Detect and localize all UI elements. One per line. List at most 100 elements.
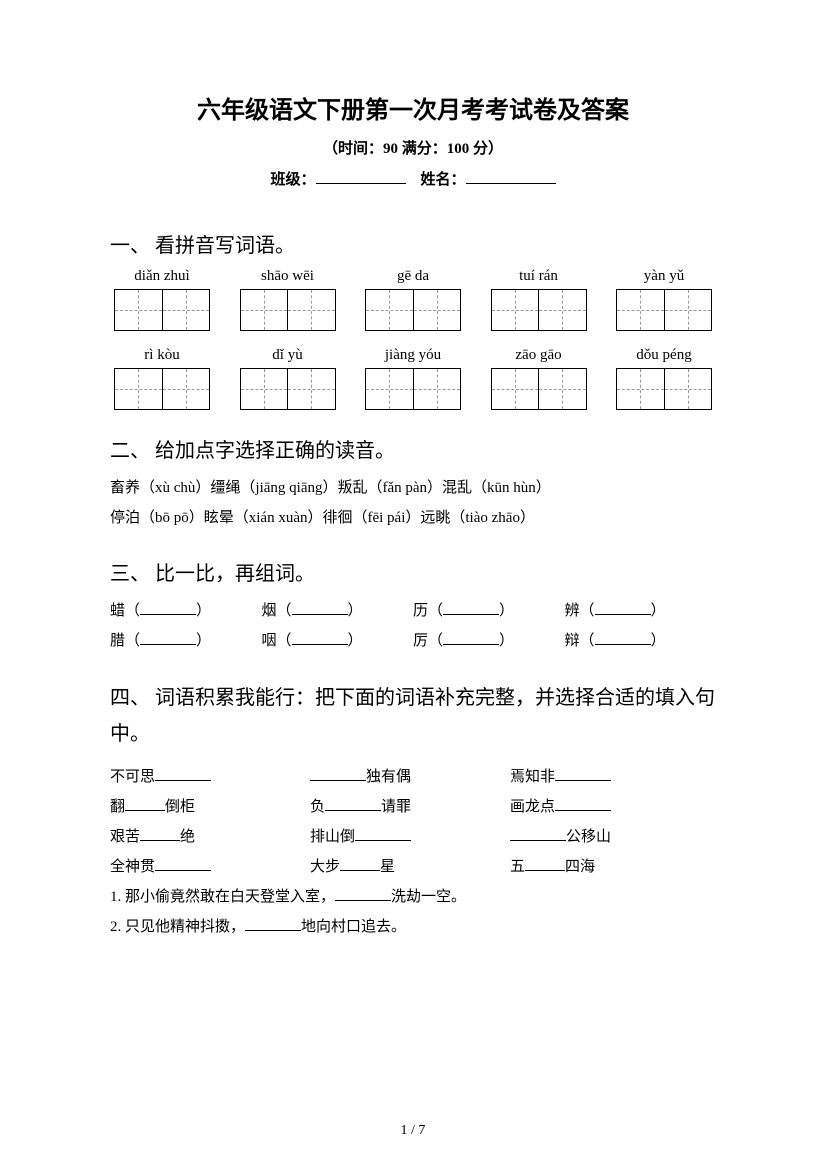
document-title: 六年级语文下册第一次月考考试卷及答案 xyxy=(110,90,716,125)
fill-blank[interactable] xyxy=(340,857,380,871)
section4-q2: 2. 只见他精神抖擞， 地向村口追去。 xyxy=(110,912,716,942)
pinyin-row-2: rì kòu dǐ yù jiàng yóu zāo gāo dǒu péng xyxy=(110,347,716,364)
word-part: 艰苦 xyxy=(110,829,140,845)
word-char: ） xyxy=(348,603,363,619)
question-text: 地向村口追去。 xyxy=(301,919,406,935)
fill-blank[interactable] xyxy=(595,631,651,645)
fill-blank[interactable] xyxy=(125,797,165,811)
fill-blank[interactable] xyxy=(443,631,499,645)
fill-blank[interactable] xyxy=(292,631,348,645)
word-part: 请罪 xyxy=(381,799,411,815)
pinyin-label: rì kòu xyxy=(114,347,210,364)
pinyin-label: zāo gāo xyxy=(491,347,587,364)
section3-row1: 蜡（ ） 烟（ ） 历（ ） 辨（ ） xyxy=(110,596,716,626)
question-text: 洗劫一空。 xyxy=(391,889,466,905)
name-blank[interactable] xyxy=(466,168,556,184)
answer-box[interactable] xyxy=(365,368,461,410)
fill-blank[interactable] xyxy=(555,767,611,781)
fill-blank[interactable] xyxy=(155,767,211,781)
fill-blank[interactable] xyxy=(140,827,180,841)
fill-blank[interactable] xyxy=(510,827,566,841)
word-char: 辨（ xyxy=(565,603,595,619)
pinyin-label: dǐ yù xyxy=(240,347,336,364)
word-part: 负 xyxy=(310,799,325,815)
word-part: 大步 xyxy=(310,859,340,875)
answer-box[interactable] xyxy=(616,368,712,410)
fill-blank[interactable] xyxy=(140,601,196,615)
section4-heading: 四、 词语积累我能行：把下面的词语补充完整，并选择合适的填入句中。 xyxy=(110,680,716,752)
fill-blank[interactable] xyxy=(335,887,391,901)
answer-box-row-2 xyxy=(110,368,716,410)
question-text: 1. 那小偷竟然敢在白天登堂入室， xyxy=(110,889,335,905)
answer-box[interactable] xyxy=(491,289,587,331)
word-char: ） xyxy=(499,603,514,619)
pinyin-label: tuí rán xyxy=(491,268,587,285)
document-subtitle: （时间：90 满分：100 分） xyxy=(110,137,716,158)
answer-box[interactable] xyxy=(114,289,210,331)
fill-blank[interactable] xyxy=(155,857,211,871)
answer-box-row-1 xyxy=(110,289,716,331)
word-part: 倒柜 xyxy=(165,799,195,815)
word-part: 绝 xyxy=(180,829,195,845)
fill-blank[interactable] xyxy=(325,797,381,811)
answer-box[interactable] xyxy=(365,289,461,331)
word-char: 咽（ xyxy=(262,633,292,649)
word-char: 历（ xyxy=(413,603,443,619)
fill-blank[interactable] xyxy=(443,601,499,615)
word-char: ） xyxy=(196,633,211,649)
pinyin-label: yàn yǔ xyxy=(616,268,712,285)
word-char: ） xyxy=(196,603,211,619)
answer-box[interactable] xyxy=(616,289,712,331)
word-char: 蜡（ xyxy=(110,603,140,619)
fill-blank[interactable] xyxy=(555,797,611,811)
word-char: 腊（ xyxy=(110,633,140,649)
fill-blank[interactable] xyxy=(595,601,651,615)
pinyin-row-1: diǎn zhuì shāo wēi gē da tuí rán yàn yǔ xyxy=(110,268,716,285)
word-char: ） xyxy=(499,633,514,649)
answer-box[interactable] xyxy=(114,368,210,410)
answer-box[interactable] xyxy=(491,368,587,410)
word-char: ） xyxy=(348,633,363,649)
student-info-line: 班级： 姓名： xyxy=(110,168,716,189)
page-number: 1 / 7 xyxy=(0,1123,826,1139)
section3-row2: 腊（ ） 咽（ ） 厉（ ） 辩（ ） xyxy=(110,626,716,656)
word-part: 焉知非 xyxy=(510,769,555,785)
answer-box[interactable] xyxy=(240,368,336,410)
section2-line2: 停泊（bō pō）眩晕（xián xuàn）徘徊（fēi pái）远眺（tiào… xyxy=(110,503,716,533)
fill-blank[interactable] xyxy=(355,827,411,841)
word-char: ） xyxy=(651,633,666,649)
fill-blank[interactable] xyxy=(140,631,196,645)
section4-row2: 翻倒柜 负请罪 画龙点 xyxy=(110,792,716,822)
name-label: 姓名： xyxy=(421,172,466,188)
word-part: 不可思 xyxy=(110,769,155,785)
section4-row1: 不可思 独有偶 焉知非 xyxy=(110,762,716,792)
word-char: 厉（ xyxy=(413,633,443,649)
word-part: 排山倒 xyxy=(310,829,355,845)
word-char: 烟（ xyxy=(262,603,292,619)
word-char: 辩（ xyxy=(565,633,595,649)
section4-q1: 1. 那小偷竟然敢在白天登堂入室， 洗劫一空。 xyxy=(110,882,716,912)
section1-heading: 一、 看拼音写词语。 xyxy=(110,229,716,258)
class-blank[interactable] xyxy=(316,168,406,184)
pinyin-label: gē da xyxy=(365,268,461,285)
fill-blank[interactable] xyxy=(292,601,348,615)
pinyin-label: shāo wēi xyxy=(240,268,336,285)
word-char: ） xyxy=(651,603,666,619)
word-part: 画龙点 xyxy=(510,799,555,815)
fill-blank[interactable] xyxy=(525,857,565,871)
section2-heading: 二、 给加点字选择正确的读音。 xyxy=(110,434,716,463)
fill-blank[interactable] xyxy=(245,917,301,931)
section3-heading: 三、 比一比，再组词。 xyxy=(110,557,716,586)
word-part: 独有偶 xyxy=(366,769,411,785)
word-part: 五 xyxy=(510,859,525,875)
word-part: 全神贯 xyxy=(110,859,155,875)
pinyin-label: jiàng yóu xyxy=(365,347,461,364)
question-text: 2. 只见他精神抖擞， xyxy=(110,919,245,935)
answer-box[interactable] xyxy=(240,289,336,331)
fill-blank[interactable] xyxy=(310,767,366,781)
section2-line1: 畜养（xù chù）缰绳（jiāng qiāng）叛乱（fǎn pàn）混乱（k… xyxy=(110,473,716,503)
word-part: 公移山 xyxy=(566,829,611,845)
section4-row3: 艰苦 绝 排山倒 公移山 xyxy=(110,822,716,852)
section4-row4: 全神贯 大步星 五四海 xyxy=(110,852,716,882)
class-label: 班级： xyxy=(270,172,315,188)
